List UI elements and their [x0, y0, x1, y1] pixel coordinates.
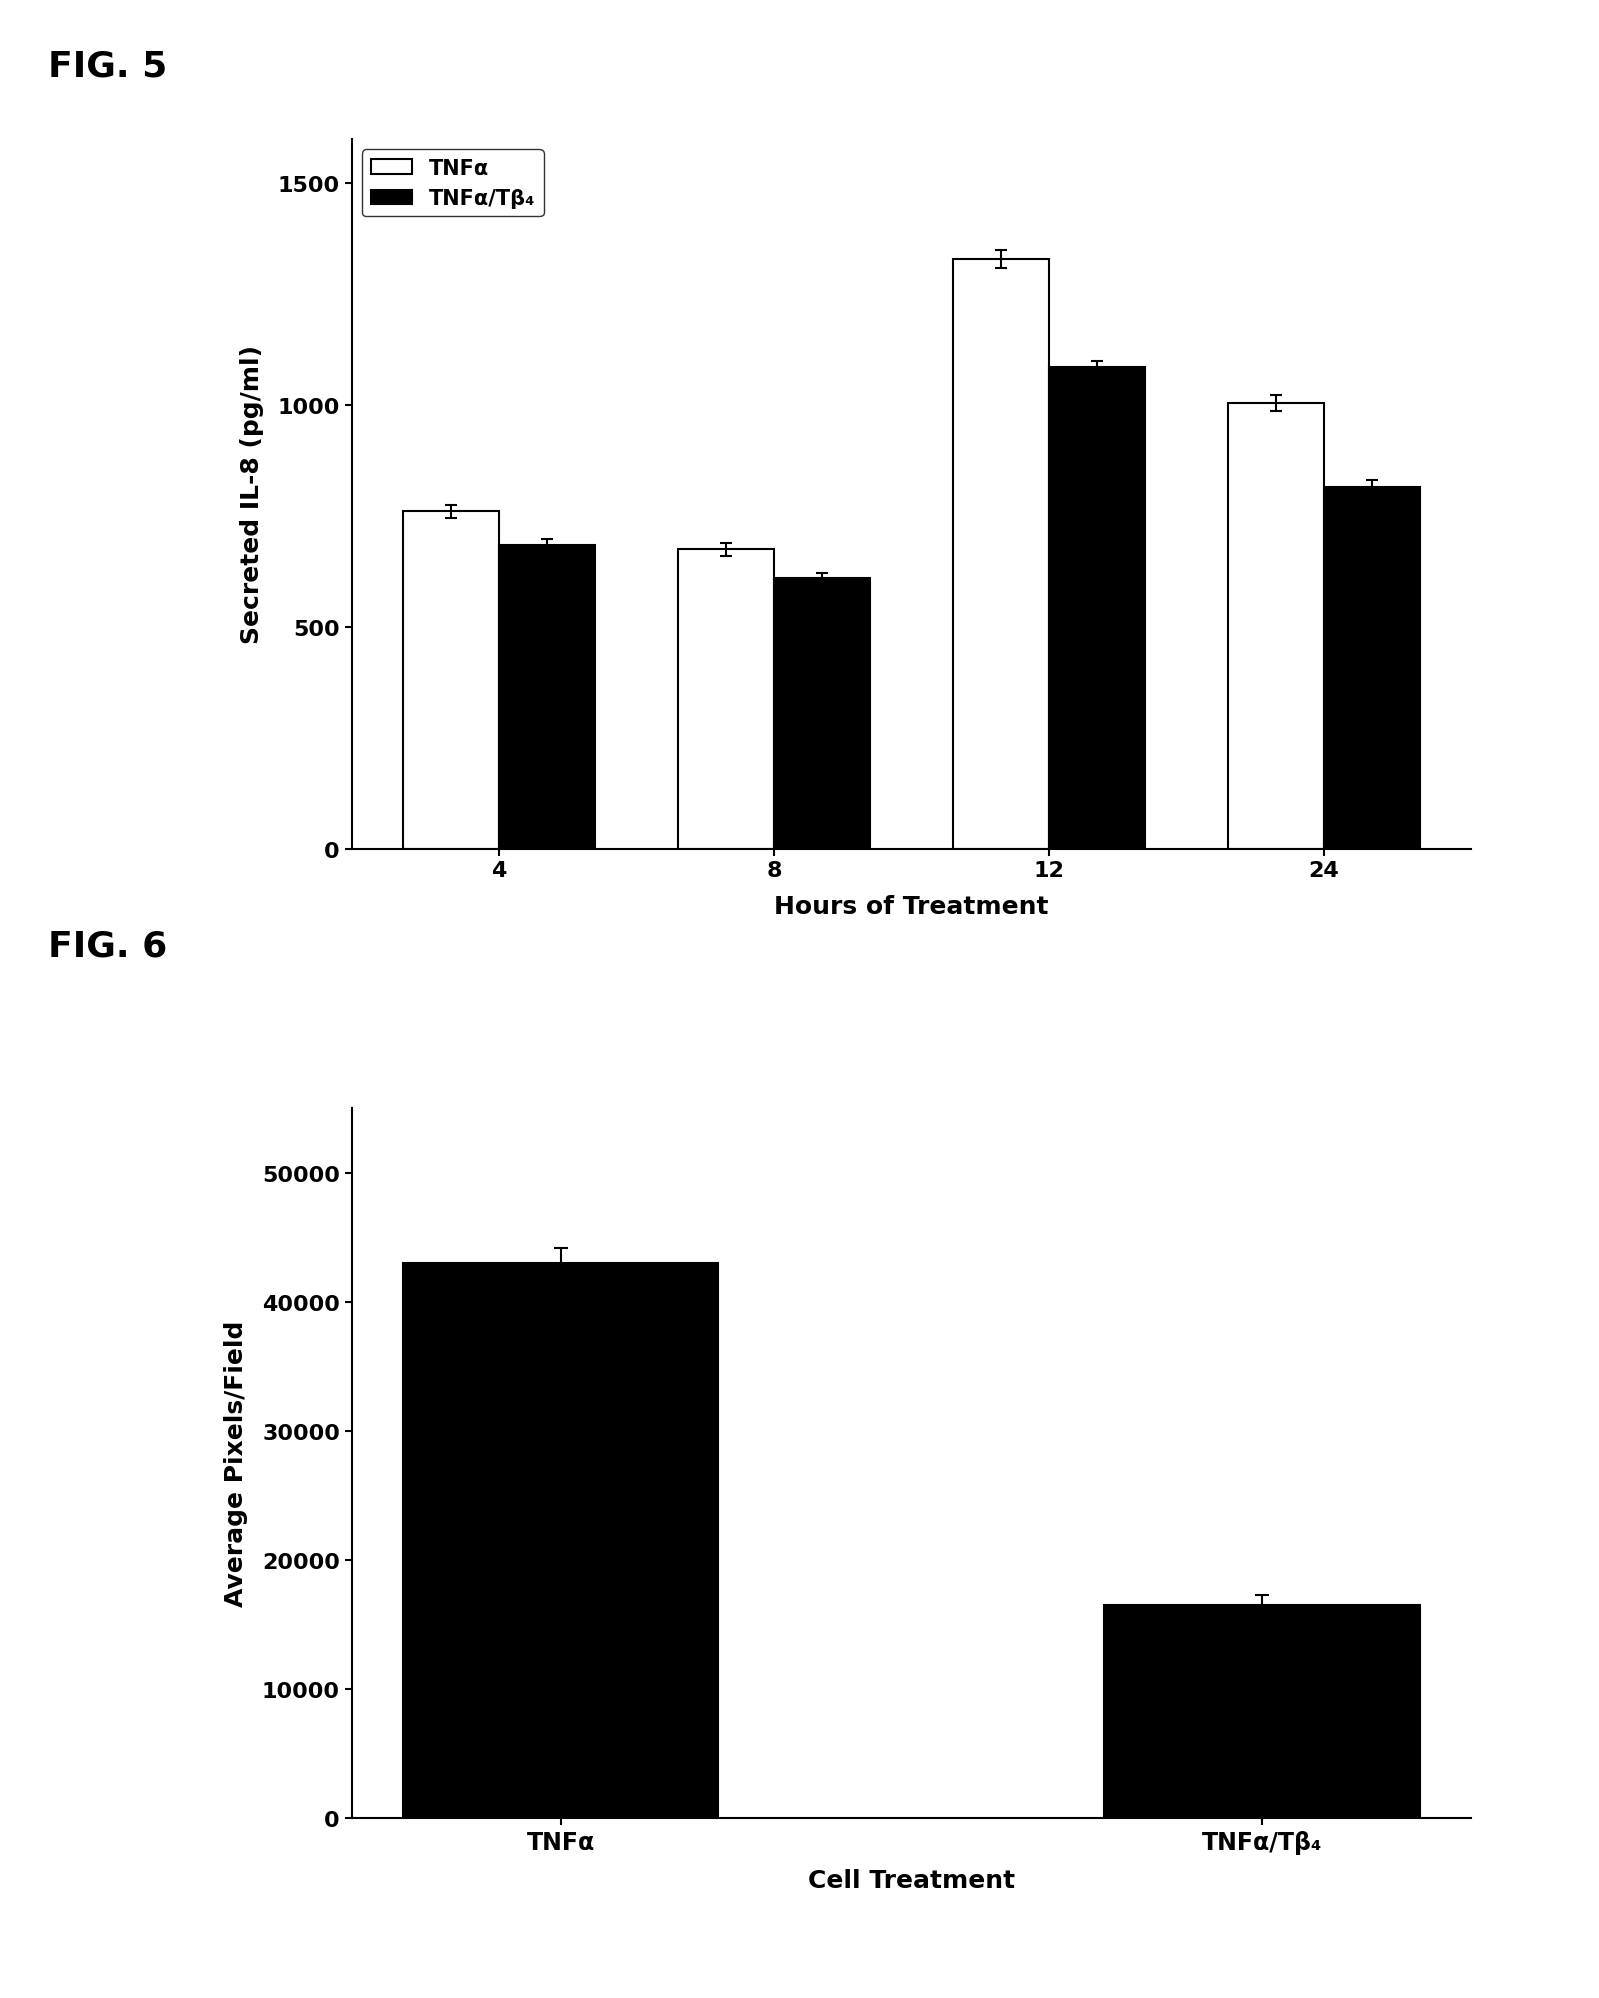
Text: FIG. 5: FIG. 5	[48, 50, 168, 84]
Text: FIG. 6: FIG. 6	[48, 929, 168, 963]
Bar	[1324, 488, 1420, 849]
Bar	[678, 549, 774, 849]
Bar	[953, 260, 1049, 849]
Y-axis label: Secreted IL-8 (pg/ml): Secreted IL-8 (pg/ml)	[240, 346, 264, 643]
Bar	[1228, 404, 1324, 849]
X-axis label: Hours of Treatment: Hours of Treatment	[774, 895, 1049, 919]
Legend: TNFα, TNFα/Tβ₄: TNFα, TNFα/Tβ₄	[363, 150, 544, 218]
Bar	[1049, 368, 1145, 849]
Bar	[499, 545, 595, 849]
X-axis label: Cell Treatment: Cell Treatment	[807, 1868, 1015, 1892]
Y-axis label: Average Pixels/Field: Average Pixels/Field	[224, 1321, 248, 1606]
Bar	[774, 579, 870, 849]
Bar	[403, 1263, 718, 1818]
Bar	[403, 511, 499, 849]
Bar	[1105, 1606, 1420, 1818]
